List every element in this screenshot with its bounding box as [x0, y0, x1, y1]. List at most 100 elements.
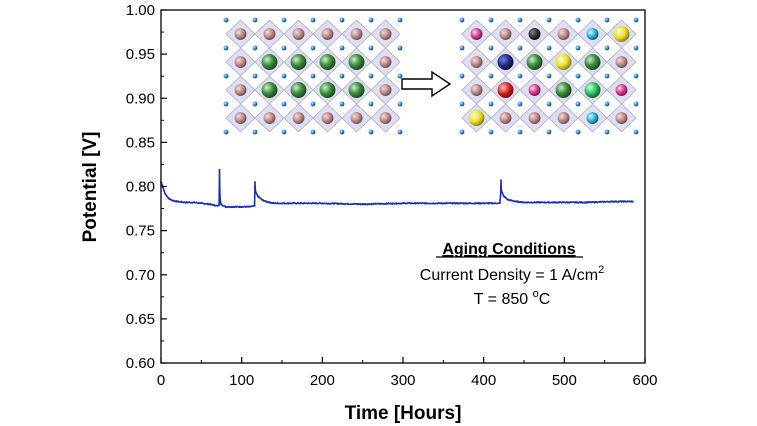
data-point [500, 179, 502, 182]
oxygen-atom [339, 17, 345, 23]
cation-atom [584, 82, 601, 98]
data-point [216, 205, 219, 207]
oxygen-atom [604, 101, 610, 107]
oxygen-atom [488, 73, 494, 79]
current-density-text: Current Density = 1 A/cm [420, 267, 598, 284]
data-point [224, 205, 227, 208]
oxygen-atom [223, 129, 229, 135]
plot-area [160, 168, 634, 209]
oxygen-atom [397, 73, 403, 79]
oxygen-atom [633, 101, 639, 107]
oxygen-atom [252, 45, 258, 51]
oxygen-atom [223, 45, 229, 51]
cation-atom [379, 112, 392, 124]
x-tick-label: 300 [390, 372, 415, 389]
oxygen-atom [397, 101, 403, 107]
cation-atom [379, 56, 392, 68]
x-tick-label: 0 [157, 372, 165, 389]
data-point [498, 202, 501, 205]
oxygen-atom [281, 73, 287, 79]
y-tick-label: 0.85 [126, 134, 155, 151]
aging-conditions-annotation: Aging Conditions Current Density = 1 A/c… [420, 241, 604, 308]
cation-atom [234, 28, 247, 40]
oxygen-atom [368, 17, 374, 23]
data-point [232, 205, 235, 208]
oxygen-atom [310, 129, 316, 135]
data-point [219, 203, 222, 206]
data-point [523, 201, 525, 204]
oxygen-atom [252, 129, 258, 135]
oxygen-atom [281, 45, 287, 51]
y-tick-label: 0.80 [126, 179, 155, 196]
cation-atom [234, 112, 247, 124]
data-point [254, 190, 257, 192]
oxygen-atom [368, 101, 374, 107]
data-point [176, 200, 179, 203]
oxygen-atom [488, 45, 494, 51]
cation-atom [350, 28, 363, 40]
oxygen-atom [397, 129, 403, 135]
oxygen-atom [517, 73, 523, 79]
cation-atom [348, 82, 365, 98]
data-point [218, 194, 221, 197]
oxygen-atom [546, 45, 552, 51]
cation-atom [350, 112, 363, 124]
y-tick-label: 0.60 [126, 355, 155, 372]
data-point [539, 201, 542, 204]
data-point [200, 202, 203, 205]
oxygen-atom [604, 17, 610, 23]
cation-atom [526, 54, 543, 70]
data-point [632, 200, 634, 203]
cation-atom [319, 54, 336, 70]
oxygen-atom [546, 129, 552, 135]
oxygen-atom [488, 129, 494, 135]
cation-atom [470, 84, 483, 96]
cation-atom [290, 54, 307, 70]
oxygen-atom [281, 129, 287, 135]
oxygen-atom [604, 73, 610, 79]
data-point [515, 200, 517, 203]
temperature-text: T = 850 [474, 291, 533, 308]
parent-perovskite-structure [223, 17, 403, 135]
cation-atom [555, 82, 572, 98]
cation-atom [263, 28, 276, 40]
oxygen-atom [252, 101, 258, 107]
oxygen-atom [575, 101, 581, 107]
y-axis-title: Potential [V] [80, 132, 101, 243]
oxygen-atom [339, 73, 345, 79]
data-point [482, 202, 485, 205]
cation-atom [261, 54, 278, 70]
x-axis-title: Time [Hours] [345, 403, 462, 424]
y-tick-label: 0.75 [126, 223, 155, 240]
cation-atom [234, 84, 247, 96]
oxygen-atom [633, 45, 639, 51]
data-point [260, 198, 263, 201]
oxygen-atom [223, 101, 229, 107]
x-tick-label: 400 [471, 372, 496, 389]
oxygen-atom [575, 73, 581, 79]
data-point [402, 202, 404, 205]
cation-atom [379, 28, 392, 40]
cation-atom [497, 82, 514, 98]
cation-atom [319, 82, 336, 98]
cation-atom [290, 82, 307, 98]
cation-atom [615, 112, 628, 124]
annotation-temperature: T = 850 oC [474, 288, 551, 308]
data-point [218, 204, 220, 206]
oxygen-atom [575, 17, 581, 23]
y-tick-label: 1.00 [126, 2, 155, 19]
cation-atom [470, 56, 483, 68]
cation-atom [499, 112, 512, 124]
oxygen-atom [368, 73, 374, 79]
oxygen-atom [339, 129, 345, 135]
oxygen-atom [633, 73, 639, 79]
data-point [611, 200, 614, 203]
cation-atom [557, 28, 570, 40]
oxygen-atom [223, 73, 229, 79]
y-tick-label: 0.70 [126, 267, 155, 284]
oxygen-atom [575, 129, 581, 135]
oxygen-atom [310, 17, 316, 23]
data-point [164, 192, 166, 195]
cation-atom [348, 54, 365, 70]
